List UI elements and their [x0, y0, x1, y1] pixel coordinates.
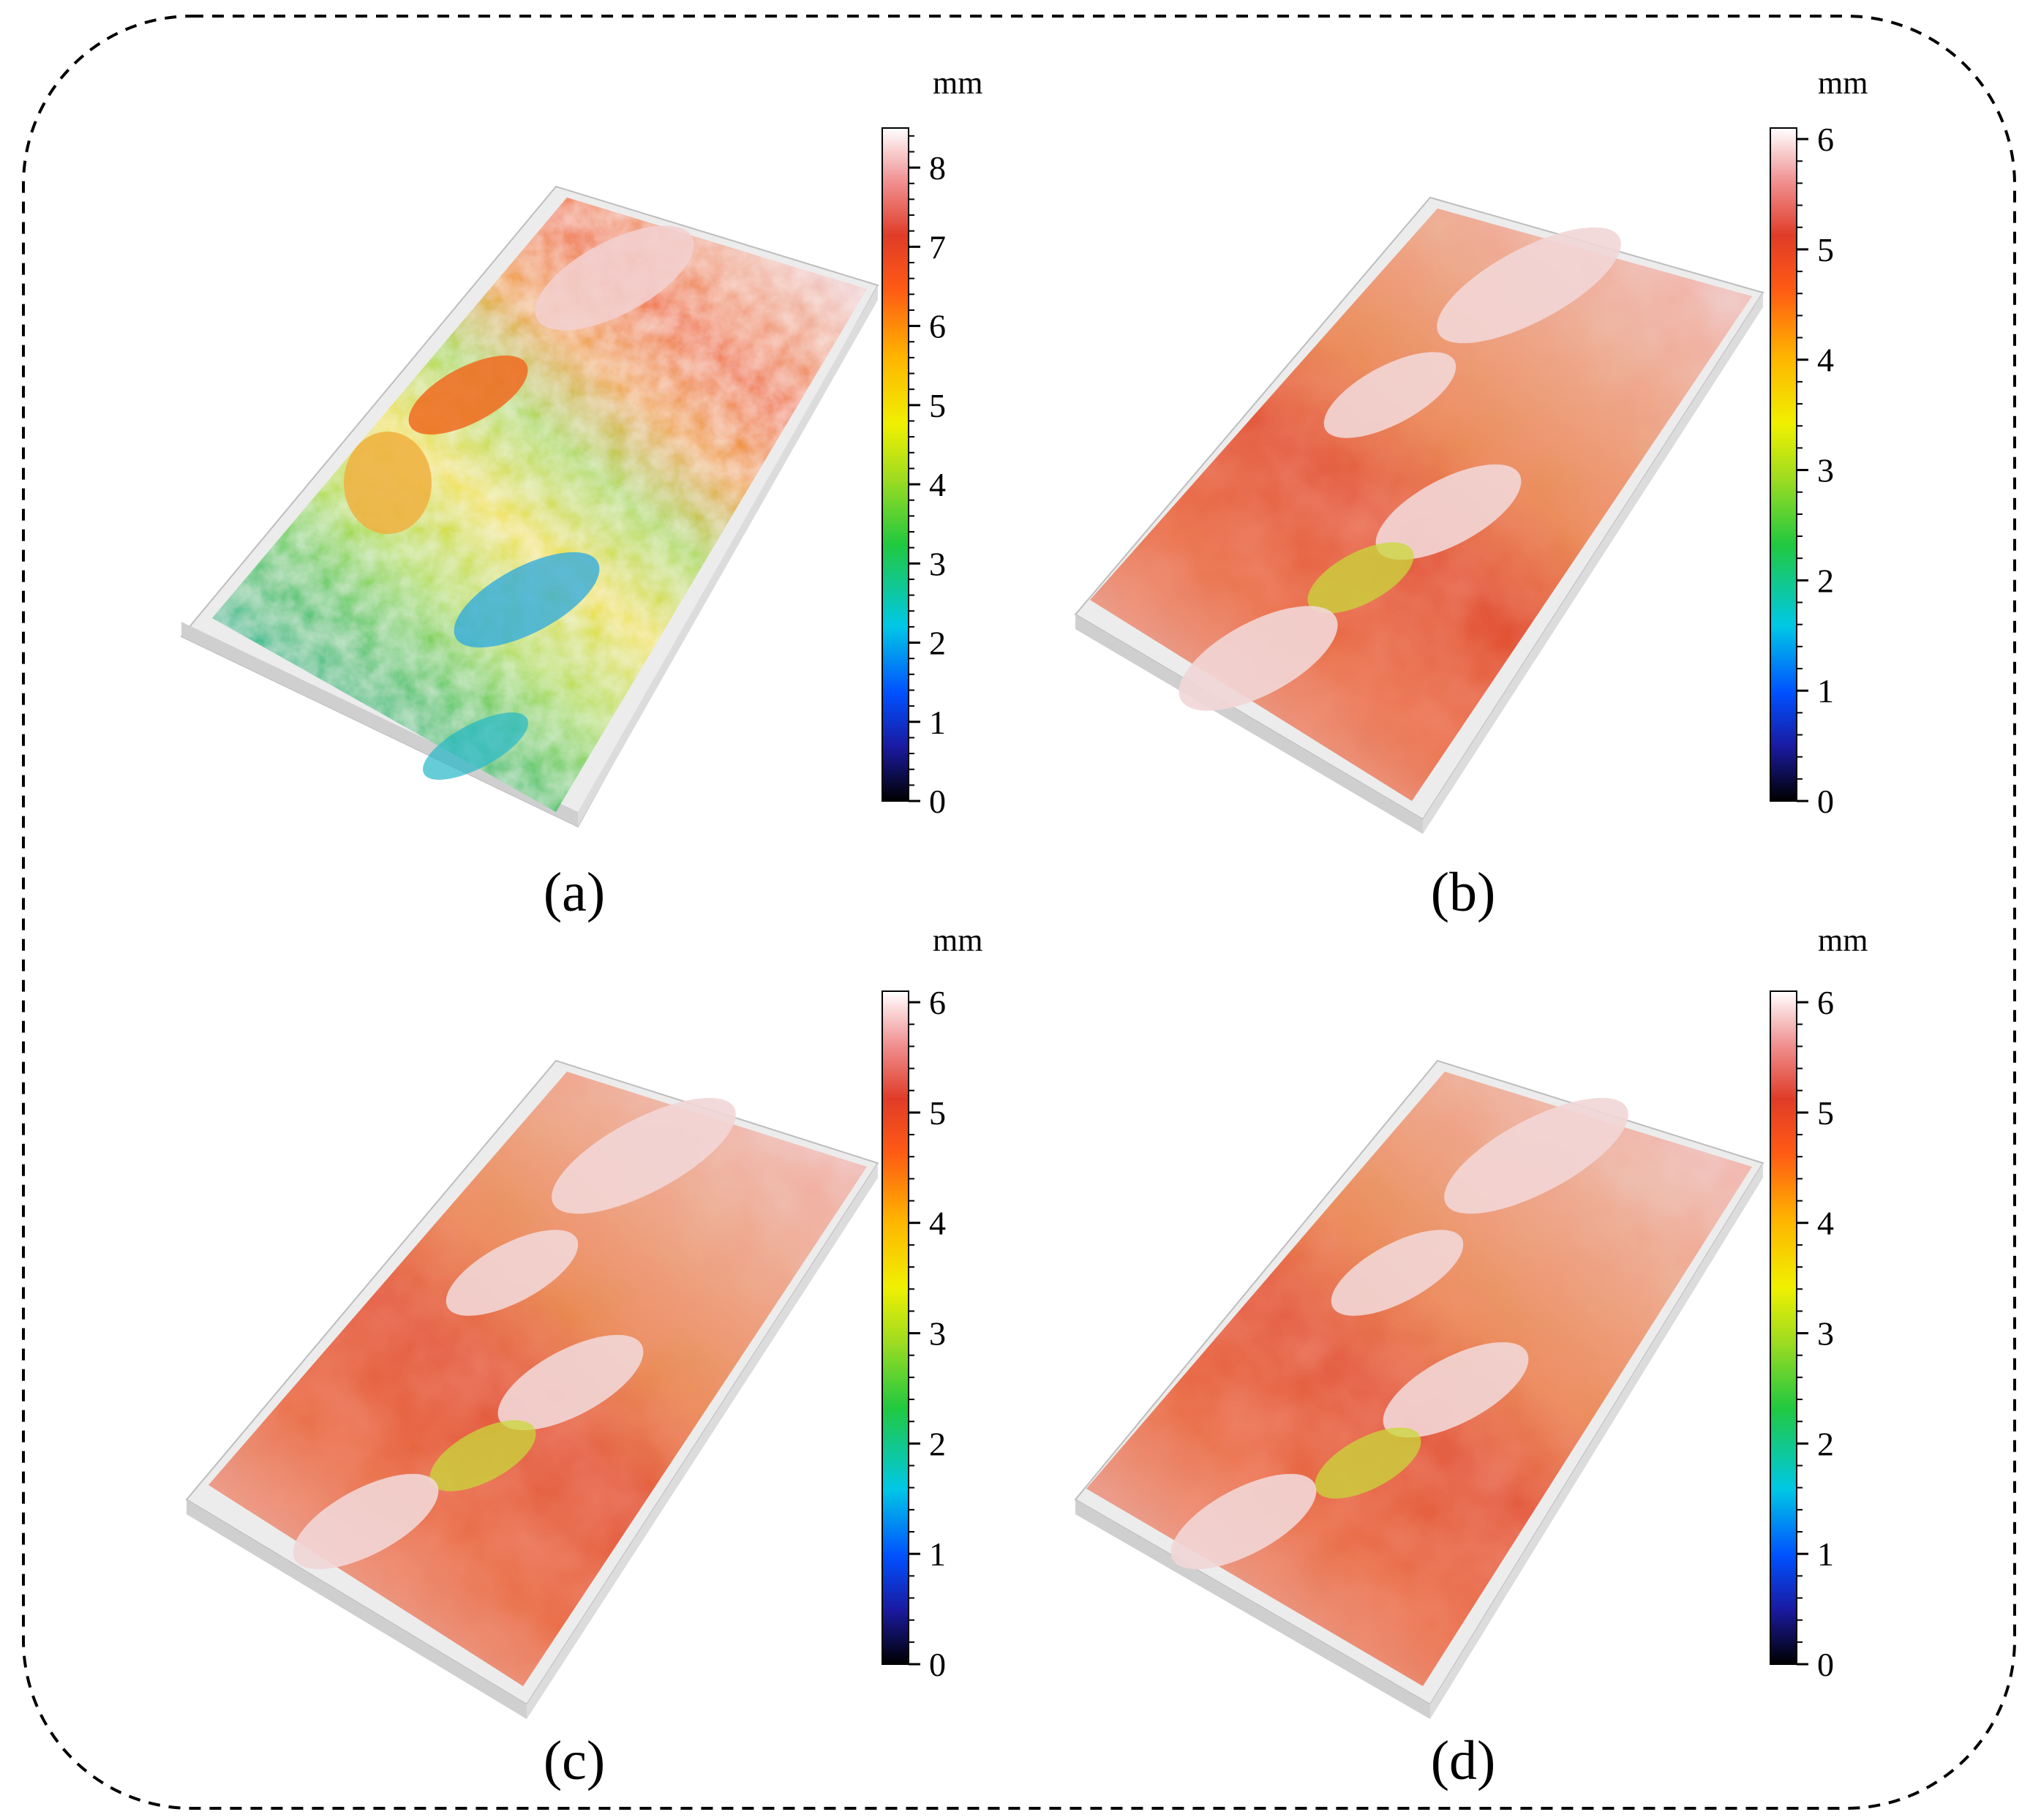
colorbar-tick-label: 3: [1817, 452, 1834, 489]
colorbar-tick-label: 7: [929, 228, 946, 266]
colorbar-tick-label: 6: [929, 984, 946, 1021]
colorbar-c: mm 0 1 2 3 4 5 6: [882, 922, 982, 1683]
colorbar-tick-label: 2: [929, 1425, 946, 1462]
colorbar-b-unit: mm: [1818, 65, 1868, 101]
colorbar-tick-label: 0: [929, 1646, 946, 1683]
colorbar-tick-label: 2: [1817, 1425, 1834, 1462]
colorbar-tick-label: 5: [1817, 231, 1834, 268]
panel-a: mm 0 1 2 3 4 5 6 7 8 (a): [180, 65, 982, 923]
panel-d-label: (d): [1431, 1730, 1496, 1791]
colorbar-tick-label: 3: [1817, 1315, 1834, 1353]
colorbar-tick-label: 1: [1817, 1535, 1834, 1573]
colorbar-tick-label: 0: [1817, 783, 1834, 820]
colorbar-tick-label: 0: [1817, 1646, 1834, 1683]
panel-c-label: (c): [544, 1730, 605, 1791]
colorbar-tick-label: 6: [1817, 984, 1834, 1021]
surface-c: [185, 1059, 879, 1719]
colorbar-b-ticks: 0 1 2 3 4 5 6: [1797, 121, 1834, 820]
colorbar-tick-label: 2: [929, 625, 946, 662]
colorbar-tick-label: 6: [929, 308, 946, 345]
dashed-frame: [22, 15, 2016, 1810]
colorbar-c-unit: mm: [933, 922, 982, 958]
surface-a: [180, 185, 879, 828]
colorbar-tick-label: 5: [929, 387, 946, 424]
colorbar-tick-label: 3: [929, 1315, 946, 1353]
colorbar-tick-label: 1: [1817, 672, 1834, 710]
colorbar-a-ticks: 0 1 2 3 4 5 6 7 8: [909, 135, 946, 820]
colorbar-tick-label: 6: [1817, 121, 1834, 158]
panel-c: mm 0 1 2 3 4 5 6 (c): [185, 922, 982, 1791]
panel-b: mm 0 1 2 3 4 5 6 (b): [1074, 65, 1868, 923]
surface-b: [1074, 196, 1764, 834]
colorbar-tick-label: 1: [929, 704, 946, 741]
panel-b-label: (b): [1431, 862, 1496, 923]
surface-d: [1074, 1059, 1764, 1719]
colorbar-d: mm 0 1 2 3 4 5 6: [1770, 922, 1868, 1683]
colorbar-tick-label: 4: [929, 1205, 946, 1242]
colorbar-tick-label: 8: [929, 149, 946, 187]
colorbar-a: mm 0 1 2 3 4 5 6 7 8: [882, 65, 982, 820]
colorbar-tick-label: 1: [929, 1535, 946, 1573]
panel-a-label: (a): [544, 862, 605, 923]
colorbar-d-unit: mm: [1818, 922, 1868, 958]
colorbar-tick-label: 3: [929, 545, 946, 582]
colorbar-tick-label: 5: [1817, 1094, 1834, 1132]
colorbar-c-ticks: 0 1 2 3 4 5 6: [909, 984, 946, 1683]
colorbar-tick-label: 2: [1817, 562, 1834, 599]
colorbar-b: mm 0 1 2 3 4 5 6: [1770, 65, 1868, 820]
colorbar-tick-label: 5: [929, 1094, 946, 1132]
colorbar-a-unit: mm: [933, 65, 982, 101]
colorbar-tick-label: 4: [1817, 1205, 1834, 1242]
colorbar-tick-label: 0: [929, 783, 946, 820]
colorbar-d-ticks: 0 1 2 3 4 5 6: [1797, 984, 1834, 1683]
colorbar-tick-label: 4: [929, 466, 946, 503]
colorbar-tick-label: 4: [1817, 342, 1834, 379]
panel-d: mm 0 1 2 3 4 5 6 (d): [1074, 922, 1868, 1791]
